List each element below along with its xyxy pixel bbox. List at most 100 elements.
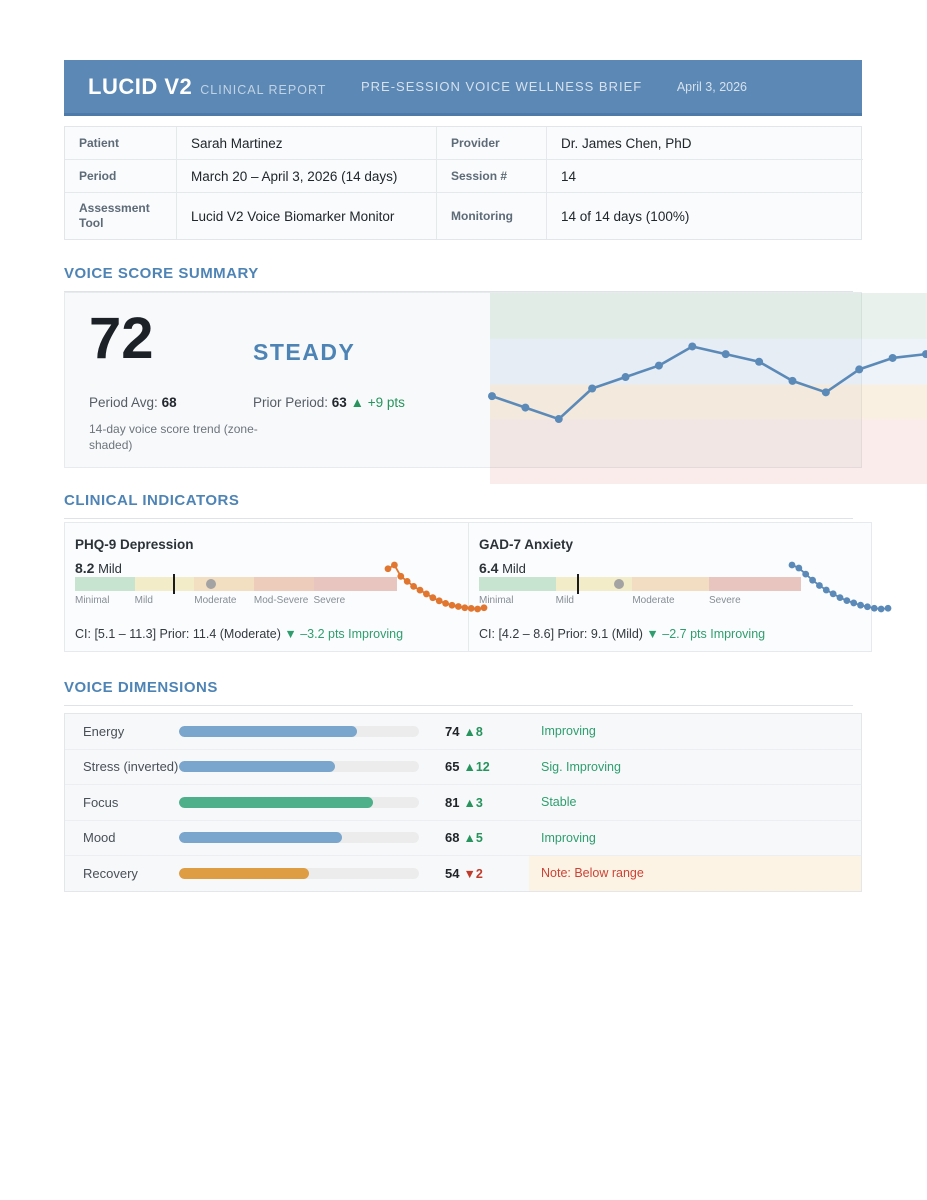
sparkline-point xyxy=(843,597,851,605)
indicator-change: ▼ –3.2 pts Improving xyxy=(284,627,404,641)
dimension-value: 74 ▲8 xyxy=(445,723,483,739)
sparkline-point xyxy=(870,604,878,612)
scale-zone-moderate xyxy=(194,577,254,591)
report-date: April 3, 2026 xyxy=(676,79,747,94)
prior-period: Prior Period: 63 ▲ +9 pts xyxy=(253,395,405,410)
section-heading-voice-dimensions: VOICE DIMENSIONS xyxy=(64,679,853,706)
info-value: 14 xyxy=(547,160,863,193)
indicator-ci-line: CI: [5.1 – 11.3] Prior: 11.4 (Moderate) … xyxy=(75,627,404,641)
info-value: 14 of 14 days (100%) xyxy=(561,208,690,224)
zone-label: Mild xyxy=(555,595,574,606)
dimension-row: Mood 68 ▲5 Improving xyxy=(65,819,861,856)
prior-value-dot xyxy=(205,579,216,589)
indicator-card-phq9: PHQ-9 Depression 8.2 Mild Minimal Mild Moder… xyxy=(65,523,488,651)
sparkline-point xyxy=(416,586,424,594)
sparkline-point xyxy=(423,590,430,598)
dimension-status: Note: Below range xyxy=(529,856,861,891)
dimension-value: 54 ▼2 xyxy=(445,865,483,881)
dimension-bar-track xyxy=(179,832,419,844)
indicator-title: PHQ-9 Depression xyxy=(75,537,194,552)
trend-point xyxy=(554,415,563,424)
dimension-delta: ▼2 xyxy=(463,866,483,881)
dimension-status: Improving xyxy=(541,724,596,739)
sparkline-point xyxy=(429,594,437,602)
sparkline-point xyxy=(788,561,796,569)
dimension-bar-fill xyxy=(179,725,357,737)
prior-period-delta: ▲ +9 pts xyxy=(350,395,405,410)
trend-point xyxy=(621,373,630,382)
sparkline-point xyxy=(822,586,830,594)
report-title: PRE-SESSION VOICE WELLNESS BRIEF xyxy=(360,79,643,94)
clinical-indicator-cards: PHQ-9 Depression 8.2 Mild Minimal Mild Moder… xyxy=(64,522,892,652)
trend-point xyxy=(755,357,764,366)
scale-zone-mild xyxy=(555,577,633,591)
dimension-bar-track xyxy=(179,796,419,808)
sparkline-point xyxy=(809,576,816,584)
prior-period-value: 63 xyxy=(331,395,347,410)
trend-point xyxy=(688,342,697,351)
trend-point xyxy=(821,388,830,397)
sparkline-point xyxy=(448,601,456,609)
report-header: LUCID V2 CLINICAL REPORT PRE-SESSION VOI… xyxy=(64,60,862,116)
sparkline-point xyxy=(836,594,844,602)
sparkline-point xyxy=(442,599,449,607)
scale-zone-moderate xyxy=(632,577,709,591)
dimension-bar-fill xyxy=(179,867,309,879)
dimension-delta: ▲3 xyxy=(463,795,483,810)
dimension-bar-fill xyxy=(179,796,374,808)
trend-zone-band xyxy=(490,293,927,339)
dimension-label: Stress (inverted) xyxy=(83,759,179,775)
dimension-bar-track xyxy=(179,761,419,773)
sparkline-point xyxy=(877,605,885,613)
sparkline-point xyxy=(795,564,803,572)
trend-point xyxy=(654,361,663,370)
scale-zone-mild xyxy=(134,577,195,591)
indicator-score: 8.2 xyxy=(75,560,95,576)
dimension-value: 65 ▲12 xyxy=(445,759,490,775)
zone-label: Minimal xyxy=(479,595,514,606)
trend-point xyxy=(855,365,864,374)
trend-point xyxy=(721,350,730,359)
indicator-change: ▼ –2.7 pts Improving xyxy=(646,627,766,641)
prior-value-dot xyxy=(613,579,624,589)
dimension-row: Stress (inverted) 65 ▲12 Sig. Improving xyxy=(65,748,861,785)
sparkline-line xyxy=(791,564,889,610)
brand: LUCID V2 CLINICAL REPORT xyxy=(64,74,326,100)
dimension-bar-fill xyxy=(179,832,343,844)
dimension-bar-track xyxy=(179,725,419,737)
zone-label: Severe xyxy=(709,595,741,606)
dimension-delta: ▲8 xyxy=(463,724,483,739)
zone-label: Mod-Severe xyxy=(253,595,309,606)
info-label: Period xyxy=(65,160,177,193)
prior-period-label: Prior Period: xyxy=(253,395,332,410)
severity-scale: Minimal Mild Moderate Severe xyxy=(479,574,801,606)
sparkline-point xyxy=(397,572,405,580)
sparkline-point xyxy=(864,603,871,611)
voice-score-card: 72 STEADY Period Avg: 68 Prior Period: 6… xyxy=(64,292,927,484)
scale-zone-severe xyxy=(708,577,801,591)
indicator-ci-line: CI: [4.2 – 8.6] Prior: 9.1 (Mild) ▼ –2.7… xyxy=(479,627,766,641)
dimension-delta: ▲5 xyxy=(463,831,483,846)
scale-zone-mod-severe xyxy=(253,577,314,591)
zone-label: Mild xyxy=(134,595,153,606)
dimension-row: Energy 74 ▲8 Improving xyxy=(65,714,861,749)
dimension-label: Energy xyxy=(83,723,125,739)
scale-zone-severe xyxy=(313,577,397,591)
voice-trend-chart xyxy=(488,293,927,484)
dimension-value: 81 ▲3 xyxy=(445,794,483,810)
dimension-delta: ▲12 xyxy=(463,760,490,775)
info-label: Assessment Tool xyxy=(65,193,177,239)
scale-zone-minimal xyxy=(479,577,556,591)
trend-zone-band xyxy=(490,384,927,420)
current-value-tick xyxy=(172,574,175,594)
voice-dimensions-table: Energy 74 ▲8 Improving Stress (inverted) 65 ▲1… xyxy=(64,713,862,892)
zone-label: Moderate xyxy=(632,595,675,606)
patient-info-table: Patient Sarah Martinez Provider Dr. James C… xyxy=(64,126,863,240)
zone-label: Moderate xyxy=(194,595,237,606)
info-value: March 20 – April 3, 2026 (14 days) xyxy=(177,160,437,193)
info-label: Patient xyxy=(65,127,177,160)
voice-score-value: 72 xyxy=(89,306,154,371)
trend-caption: 14-day voice score trend (zone-shaded) xyxy=(89,422,258,453)
dimension-bar-track xyxy=(179,867,419,879)
sparkline-point xyxy=(816,582,823,589)
